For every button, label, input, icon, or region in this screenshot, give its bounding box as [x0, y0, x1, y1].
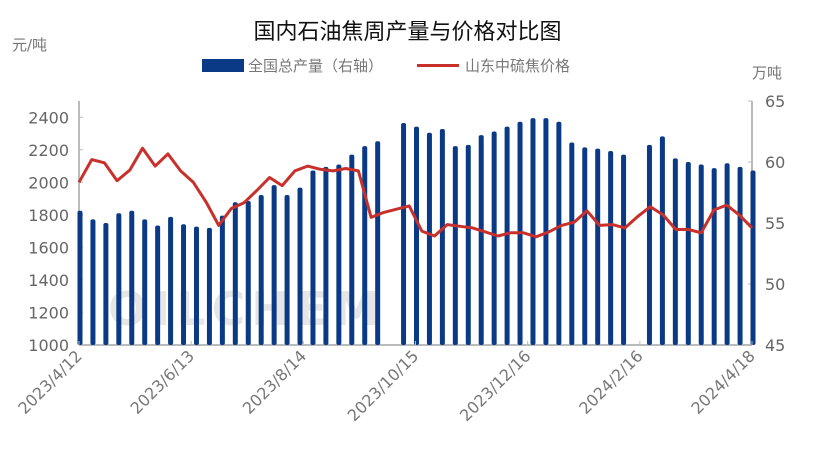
production-bar — [737, 166, 743, 345]
production-bar — [142, 219, 148, 345]
production-bar — [362, 146, 368, 345]
left-tick-label: 2200 — [28, 141, 69, 160]
x-tick-label: 2023/12/16 — [456, 346, 535, 425]
watermark: OILCHEM — [108, 282, 385, 336]
production-bar — [504, 126, 510, 346]
x-tick-label: 2023/8/14 — [239, 346, 310, 417]
production-bar — [556, 121, 562, 346]
x-tick-label: 2023/4/12 — [14, 346, 85, 417]
production-bar — [181, 224, 187, 345]
legend-bar-swatch — [202, 59, 244, 72]
production-bar — [155, 225, 161, 345]
production-bar — [646, 144, 652, 345]
left-tick-label: 1600 — [28, 238, 69, 257]
production-bar — [245, 201, 251, 345]
production-bar — [193, 226, 199, 345]
left-tick-label: 1400 — [28, 271, 69, 290]
right-tick-label: 60 — [765, 153, 785, 172]
production-bar — [219, 215, 225, 345]
legend: 全国总产量（右轴） 山东中硫焦价格 — [202, 55, 570, 76]
x-tick-label: 2023/10/15 — [344, 346, 423, 425]
price-line — [77, 146, 754, 239]
production-bar — [452, 146, 458, 345]
production-bar — [439, 129, 445, 345]
left-tick-label: 2400 — [28, 108, 69, 127]
production-bar — [608, 151, 614, 345]
right-tick-label: 55 — [765, 214, 785, 233]
production-bar — [582, 147, 588, 345]
production-bar — [297, 187, 303, 345]
production-bar — [569, 142, 575, 345]
production-bar — [595, 148, 601, 345]
production-bar — [750, 170, 756, 345]
left-tick-label: 1800 — [28, 206, 69, 225]
production-bar — [168, 216, 174, 345]
production-bar — [659, 136, 665, 345]
production-bar — [90, 219, 96, 345]
production-bar — [206, 227, 212, 345]
production-bar — [375, 141, 381, 345]
production-bar — [103, 223, 109, 345]
production-bar — [685, 162, 691, 345]
x-tick-label: 2024/4/18 — [687, 346, 758, 417]
left-tick-label: 1200 — [28, 303, 69, 322]
production-bar — [232, 202, 238, 345]
production-bar — [310, 170, 316, 345]
production-bar — [530, 118, 536, 345]
x-tick-label: 2024/2/16 — [575, 346, 646, 417]
right-axis-unit: 万吨 — [752, 64, 783, 82]
chart-title: 国内石油焦周产量与价格对比图 — [253, 20, 562, 45]
x-tick-label: 2023/6/13 — [127, 346, 198, 417]
production-bar — [491, 131, 497, 345]
production-bar — [414, 126, 419, 346]
legend-bar-label: 全国总产量（右轴） — [248, 57, 384, 75]
production-bar — [478, 135, 484, 345]
legend-line-swatch — [417, 64, 460, 67]
right-tick-label: 65 — [765, 92, 785, 111]
production-bar — [426, 132, 432, 345]
left-tick-label: 2000 — [28, 173, 69, 192]
production-bar — [271, 185, 277, 345]
right-tick-label: 45 — [765, 336, 785, 355]
production-bar — [258, 194, 264, 345]
production-bar — [129, 210, 135, 345]
legend-line-label: 山东中硫焦价格 — [465, 57, 571, 75]
production-bar — [672, 158, 678, 345]
left-axis-unit: 元/吨 — [12, 36, 48, 54]
production-bar — [349, 154, 355, 345]
production-bar — [465, 144, 471, 345]
production-bar — [77, 210, 83, 345]
production-bar — [698, 164, 704, 345]
production-bar — [323, 166, 329, 345]
production-bar — [401, 122, 407, 346]
left-tick-label: 1000 — [28, 336, 69, 355]
production-bar — [116, 213, 122, 345]
production-bar — [621, 154, 627, 345]
production-bar — [336, 164, 342, 345]
right-tick-label: 50 — [765, 275, 785, 294]
production-bar — [724, 163, 730, 345]
production-bar — [711, 168, 717, 345]
production-bar — [284, 194, 290, 345]
